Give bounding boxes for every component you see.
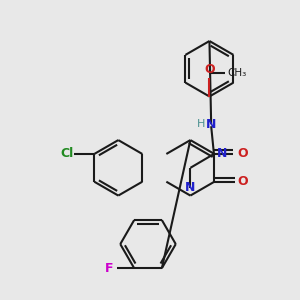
Text: F: F	[105, 262, 113, 275]
Text: N: N	[217, 148, 227, 160]
Text: H: H	[197, 119, 206, 129]
Text: N: N	[185, 181, 196, 194]
Text: O: O	[237, 148, 248, 160]
Text: CH₃: CH₃	[227, 68, 246, 78]
Text: N: N	[206, 118, 216, 131]
Text: Cl: Cl	[61, 148, 74, 160]
Text: O: O	[238, 175, 248, 188]
Text: O: O	[204, 63, 215, 76]
